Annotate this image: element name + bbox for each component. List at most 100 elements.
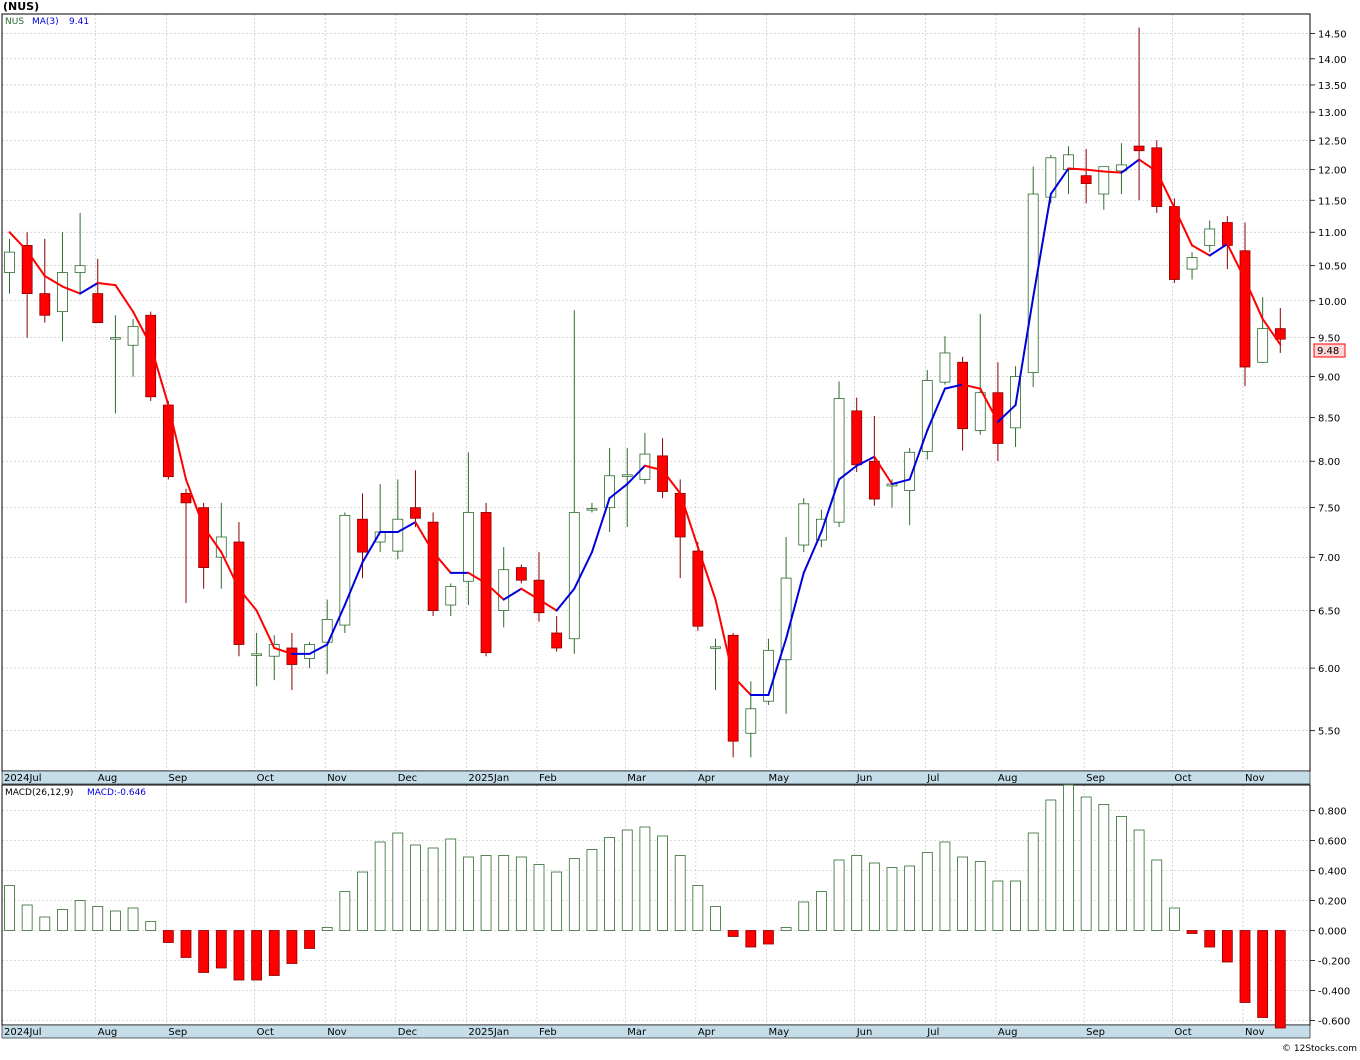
macd-bar — [745, 930, 757, 948]
macd-bar — [939, 841, 951, 931]
macd-bar — [674, 855, 686, 931]
price-y-tick-label: 6.00 — [1318, 664, 1340, 675]
macd-bar — [215, 930, 227, 969]
candle — [392, 479, 404, 560]
candle — [1133, 27, 1145, 201]
macd-bar — [145, 921, 157, 931]
candle-body — [39, 293, 51, 316]
x-axis-label: Jun — [856, 773, 873, 784]
macd-panel-frame — [1, 784, 1311, 1026]
macd-bar — [992, 880, 1004, 931]
ma-segment — [626, 464, 646, 486]
ma-segment — [996, 404, 1017, 423]
ma-segment — [573, 551, 593, 590]
candle-body — [92, 293, 104, 324]
candle-body — [410, 507, 421, 519]
candle — [851, 397, 863, 473]
candle-body — [462, 512, 474, 582]
ma-segment — [26, 249, 46, 278]
x-axis-label: Aug — [98, 773, 118, 784]
x-axis-label: 2025Jan — [468, 773, 509, 784]
candle-body — [339, 514, 351, 626]
x-axis-label: Oct — [257, 1027, 274, 1038]
candle — [4, 238, 15, 294]
candle-body — [215, 536, 227, 558]
candle-body — [1133, 145, 1145, 152]
price-y-tick-label: 11.50 — [1318, 196, 1347, 207]
candle — [992, 362, 1004, 462]
candle — [621, 447, 633, 528]
candle-body — [921, 380, 933, 452]
x-axis-label: Jun — [856, 1027, 873, 1038]
x-axis-label: Oct — [257, 773, 274, 784]
ma-segment — [96, 282, 117, 287]
legend-ma-value: 9.41 — [69, 17, 89, 27]
macd-bar — [1239, 930, 1251, 1003]
macd-bar — [251, 930, 263, 981]
x-axis-label: Mar — [627, 773, 647, 784]
candle — [145, 311, 157, 401]
candle-body — [4, 251, 15, 273]
macd-bar — [4, 885, 15, 931]
candle — [445, 583, 457, 617]
ma-segment — [432, 551, 452, 574]
ma-segment — [1138, 158, 1158, 173]
ma-segment — [590, 497, 611, 554]
ma-segment — [873, 455, 893, 486]
macd-bar — [710, 906, 721, 931]
macd-bar — [198, 930, 210, 973]
ma-segment — [696, 546, 717, 601]
price-y-tick-label: 10.50 — [1318, 262, 1347, 273]
candle — [939, 336, 951, 385]
candle-body — [233, 541, 245, 645]
macd-bar — [604, 837, 615, 931]
candle — [427, 512, 439, 617]
macd-bar — [1221, 930, 1233, 963]
ma-segment — [61, 285, 82, 295]
ma-segment — [414, 521, 435, 554]
macd-bar — [462, 856, 474, 931]
candle-body — [1027, 193, 1039, 373]
candle — [1204, 220, 1216, 253]
candle-body — [1098, 166, 1110, 195]
candle-body — [1063, 154, 1074, 171]
x-axis-label: May — [768, 1027, 789, 1038]
macd-legend-label: MACD(26,12,9) — [5, 788, 73, 798]
candle-body — [551, 632, 563, 649]
candle — [251, 633, 263, 687]
candle — [180, 488, 192, 603]
ma-segment — [467, 571, 488, 585]
ma-segment — [79, 282, 99, 295]
candle-body — [1045, 157, 1057, 198]
macd-bar — [427, 847, 439, 931]
ma-segment — [1032, 193, 1052, 299]
ma-segment — [961, 383, 982, 390]
candle-body — [1221, 222, 1233, 246]
x-axis-label: Aug — [98, 1027, 118, 1038]
candle-body — [357, 518, 368, 553]
candle — [374, 484, 386, 553]
candle-body — [904, 451, 916, 491]
candle-body — [851, 410, 863, 466]
macd-bar — [551, 871, 563, 931]
price-y-tick-label: 9.50 — [1318, 334, 1340, 345]
macd-bar — [586, 849, 598, 931]
candle-body — [1080, 175, 1092, 184]
candle — [1186, 252, 1198, 280]
ma-segment — [149, 344, 170, 407]
candle — [304, 642, 315, 669]
ma-segment — [396, 521, 417, 534]
macd-bar — [339, 891, 351, 931]
ma-segment — [502, 587, 523, 601]
candle — [39, 238, 51, 323]
candle — [727, 633, 739, 758]
ma-segment — [926, 387, 946, 432]
ma-segment — [1208, 243, 1229, 257]
x-axis-labels-macd: 2024Jul Aug Sep Oct Nov Dec 2025Jan Feb Mar Apr Ma… — [4, 1027, 1265, 1038]
candle-body — [974, 392, 986, 431]
macd-bar — [974, 861, 986, 931]
footer-credit: © 12Stocks.com — [1282, 1044, 1357, 1054]
candle-body — [286, 647, 298, 665]
ma-segment — [520, 587, 540, 601]
